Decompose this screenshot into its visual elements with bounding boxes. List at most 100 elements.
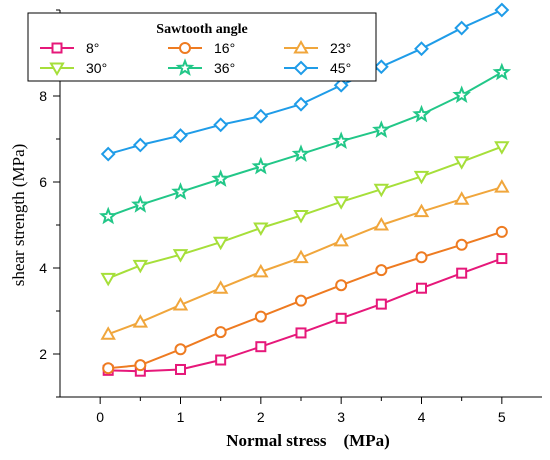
legend: Sawtooth angle 8° 16° 23° 30° 36° 45° — [27, 12, 377, 82]
legend-label: 8° — [86, 40, 99, 56]
x-tick-label: 0 — [96, 409, 104, 425]
legend-title: Sawtooth angle — [156, 22, 247, 37]
data-point — [100, 326, 116, 340]
data-point — [131, 195, 150, 213]
data-point — [335, 279, 348, 292]
data-point — [173, 128, 188, 143]
data-point — [375, 264, 388, 277]
x-tick-label: 1 — [177, 409, 185, 425]
data-point — [211, 169, 230, 187]
data-point — [174, 343, 187, 356]
data-point — [102, 362, 115, 375]
series-5 — [98, 62, 512, 225]
legend-label: 45° — [330, 60, 351, 76]
data-point — [415, 251, 428, 264]
data-point — [412, 104, 431, 123]
data-point — [100, 146, 116, 162]
y-axis-label: shear strength (MPa) — [9, 144, 28, 287]
data-point — [291, 144, 311, 162]
y-tick-label: 2 — [39, 346, 47, 362]
data-point — [175, 363, 186, 375]
legend-item: 8° — [40, 40, 99, 56]
data-point — [333, 77, 349, 93]
data-point — [373, 183, 390, 198]
data-point — [253, 108, 269, 124]
data-point — [100, 272, 116, 287]
legend-marker — [179, 42, 191, 54]
x-tick-label: 5 — [498, 409, 506, 425]
legend-item: 30° — [40, 60, 107, 77]
data-point — [295, 294, 307, 307]
legend-marker — [293, 60, 309, 76]
data-point — [494, 141, 510, 155]
legend-item: 16° — [168, 40, 235, 56]
data-point — [212, 236, 229, 251]
data-point — [212, 280, 229, 294]
data-point — [293, 210, 309, 224]
data-point — [293, 249, 309, 264]
data-point — [98, 206, 118, 225]
x-tick-label: 3 — [337, 409, 345, 425]
x-axis-label: Normal stress (MPa) — [226, 431, 390, 450]
data-point — [416, 282, 427, 294]
legend-label: 16° — [214, 40, 235, 56]
data-point — [132, 259, 149, 274]
data-point — [413, 203, 430, 218]
data-point — [255, 341, 267, 353]
legend-label: 30° — [86, 60, 107, 76]
series-2 — [102, 225, 508, 375]
data-point — [171, 182, 190, 200]
data-point — [132, 137, 148, 153]
data-point — [413, 170, 430, 185]
data-point — [454, 20, 470, 36]
series-3 — [100, 179, 510, 340]
data-point — [213, 117, 229, 133]
data-point — [492, 62, 512, 81]
series-group — [98, 2, 512, 377]
y-tick-label: 8 — [39, 88, 47, 104]
data-point — [335, 312, 347, 324]
legend-marker — [51, 42, 63, 54]
series-4 — [100, 141, 510, 287]
data-point — [495, 225, 508, 238]
series-1 — [102, 253, 508, 377]
data-point — [132, 314, 149, 328]
y-tick-label: 4 — [39, 260, 47, 276]
data-point — [494, 2, 510, 18]
legend-marker — [49, 62, 65, 77]
legend-marker — [175, 58, 195, 76]
data-point — [453, 156, 470, 170]
legend-item: 36° — [168, 58, 235, 76]
data-point — [251, 156, 271, 175]
data-point — [494, 179, 510, 193]
data-point — [414, 41, 429, 57]
data-point — [375, 298, 387, 310]
legend-label: 36° — [214, 60, 235, 76]
data-point — [253, 263, 269, 278]
series-6 — [100, 2, 510, 162]
data-point — [372, 120, 391, 138]
data-point — [455, 238, 468, 251]
data-point — [333, 196, 349, 210]
data-point — [293, 96, 309, 112]
data-point — [373, 216, 390, 231]
data-point — [456, 267, 468, 279]
legend-label: 23° — [330, 40, 351, 56]
data-point — [172, 249, 189, 263]
data-point — [373, 59, 389, 75]
data-point — [453, 191, 470, 205]
axes-group: 0 1 2 3 4 5 2 4 6 8 — [39, 9, 542, 425]
data-point — [452, 85, 471, 104]
data-point — [215, 354, 227, 366]
data-point — [254, 310, 267, 323]
data-point — [331, 131, 351, 150]
x-tick-label: 2 — [257, 409, 265, 425]
x-tick-label: 4 — [418, 409, 426, 425]
data-point — [172, 296, 189, 311]
data-point — [214, 326, 227, 339]
data-point — [134, 359, 147, 372]
legend-marker — [293, 39, 309, 54]
legend-item: 45° — [284, 60, 351, 76]
legend-item: 23° — [284, 39, 351, 56]
